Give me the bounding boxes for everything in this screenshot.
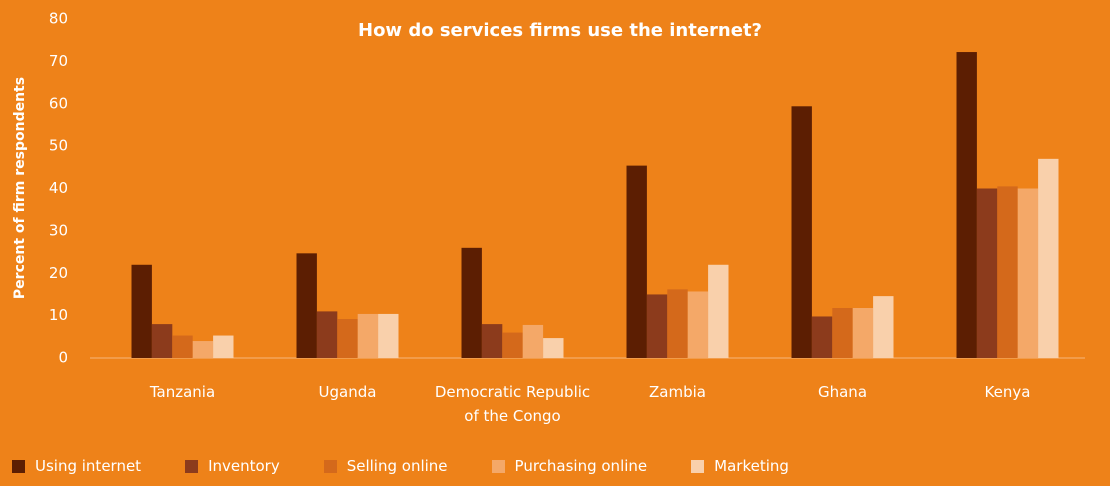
legend-swatch [323, 459, 337, 473]
chart-title: How do services firms use the internet? [358, 20, 762, 41]
legend-swatch [491, 459, 505, 473]
bar [811, 316, 833, 358]
bar [151, 324, 173, 358]
bar [791, 106, 812, 358]
bar [956, 52, 977, 359]
bar [646, 294, 668, 358]
bar [172, 335, 193, 358]
y-tick-label: 30 [49, 221, 68, 239]
legend-item: Using internet [12, 457, 141, 475]
y-tick-label: 0 [58, 349, 68, 367]
bar [1038, 158, 1059, 358]
bar [667, 289, 688, 358]
bar [461, 247, 482, 358]
y-tick-label: 20 [49, 264, 68, 282]
x-tick-label: Zambia [649, 383, 706, 401]
y-axis-title: Percent of firm respondents [12, 77, 28, 299]
x-tick-label: Ghana [817, 383, 868, 401]
y-tick-label: 70 [49, 52, 68, 70]
legend-swatch [12, 459, 25, 473]
bar [997, 186, 1018, 358]
legend-item: Inventory [185, 457, 280, 475]
bar [131, 264, 152, 358]
bar [192, 341, 214, 358]
bar [976, 188, 998, 358]
bar [852, 307, 874, 358]
bar [213, 335, 234, 358]
legend-label: Inventory [208, 457, 280, 475]
bar [1017, 188, 1039, 358]
y-tick-label: 40 [49, 179, 68, 197]
x-tick-label: Democratic Republic of the Congo [434, 383, 591, 425]
y-tick-label: 60 [49, 94, 68, 112]
legend-label: Purchasing online [514, 457, 648, 475]
bar [708, 264, 729, 358]
bar [626, 165, 647, 358]
x-tick-label: Kenya [984, 383, 1031, 401]
bar [481, 324, 503, 358]
bar [687, 291, 709, 358]
bar [296, 253, 317, 358]
legend-item: Selling online [323, 457, 448, 475]
bar [316, 311, 338, 358]
legend-label: Selling online [346, 457, 448, 475]
legend: Using internet Inventory Selling online Pur… [12, 457, 833, 475]
legend-swatch [185, 459, 199, 473]
x-tick-label: Uganda [318, 383, 377, 401]
bar [522, 324, 544, 358]
legend-item: Purchasing online [491, 457, 648, 475]
legend-label: Marketing [714, 457, 789, 475]
y-tick-label: 50 [49, 137, 68, 155]
bar [543, 338, 564, 358]
bar [873, 296, 894, 358]
bar [502, 332, 523, 358]
y-tick-label: 10 [49, 306, 68, 324]
legend-item: Marketing [691, 457, 789, 475]
bar [357, 313, 379, 358]
bar [832, 307, 853, 358]
x-tick-label: Tanzania [149, 383, 216, 401]
legend-label: Using internet [35, 457, 142, 475]
y-tick-label: 80 [49, 10, 68, 28]
bar [378, 313, 399, 358]
legend-swatch [691, 459, 705, 473]
bar [337, 319, 358, 358]
